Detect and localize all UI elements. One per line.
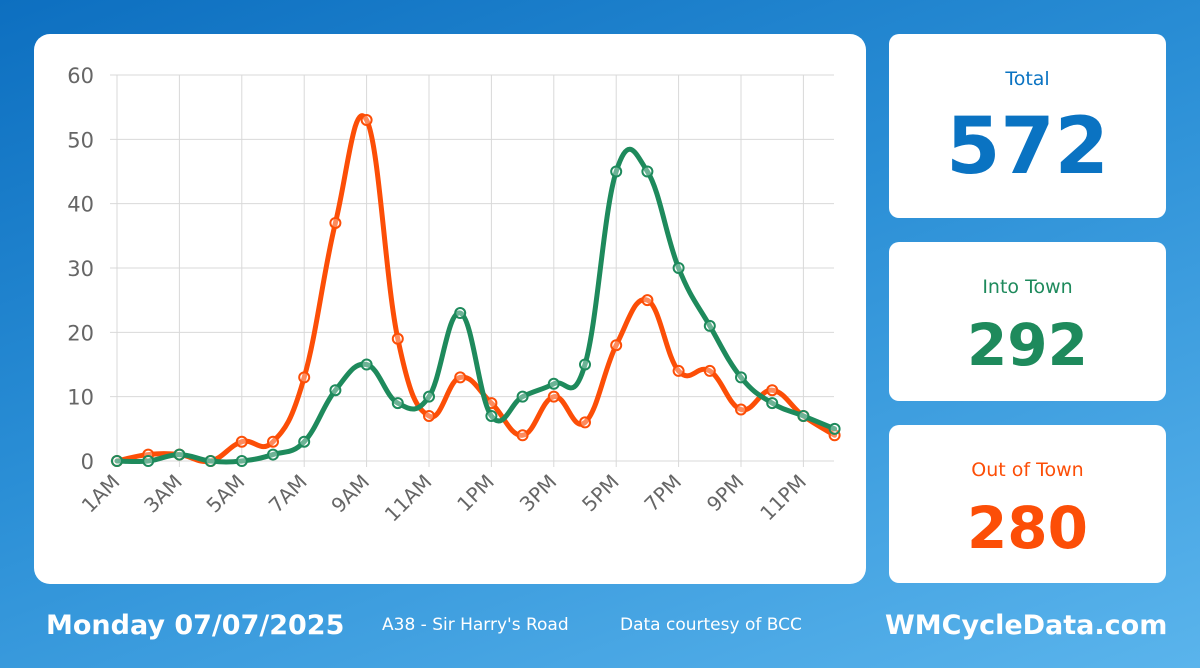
x-tick-label: 3PM bbox=[515, 470, 562, 517]
data-point-out bbox=[423, 409, 435, 422]
data-point-out bbox=[703, 364, 716, 377]
into-town-label: Into Town bbox=[982, 276, 1073, 298]
data-point-out bbox=[454, 371, 467, 384]
x-tick-label: 3AM bbox=[139, 470, 187, 518]
x-tick-label: 5AM bbox=[201, 470, 249, 518]
data-point-into bbox=[547, 377, 560, 390]
data-point-out bbox=[360, 114, 373, 127]
y-tick-label: 60 bbox=[67, 64, 94, 88]
out-of-town-value: 280 bbox=[966, 494, 1089, 562]
y-tick-label: 0 bbox=[81, 450, 94, 474]
data-point-into bbox=[204, 455, 217, 467]
total-label: Total bbox=[1005, 68, 1050, 90]
data-point-into bbox=[360, 358, 373, 371]
data-point-out bbox=[672, 364, 685, 377]
data-point-into bbox=[672, 262, 685, 274]
y-tick-label: 20 bbox=[67, 321, 94, 345]
data-point-into bbox=[173, 448, 186, 461]
data-point-into bbox=[454, 307, 467, 320]
data-point-into bbox=[516, 390, 529, 403]
data-point-into bbox=[485, 409, 498, 422]
data-point-into bbox=[142, 455, 155, 467]
data-point-out bbox=[766, 384, 779, 397]
data-point-into bbox=[797, 409, 810, 422]
data-point-into bbox=[329, 384, 342, 397]
data-point-into bbox=[235, 455, 248, 467]
footer-date: Monday 07/07/2025 bbox=[46, 610, 345, 641]
series-line-into bbox=[114, 146, 838, 465]
data-point-out bbox=[391, 332, 404, 345]
x-tick-label: 1AM bbox=[77, 470, 125, 518]
data-point-out bbox=[298, 371, 311, 384]
out-of-town-label: Out of Town bbox=[971, 459, 1084, 481]
data-point-out bbox=[579, 416, 591, 429]
x-tick-label: 9PM bbox=[702, 470, 749, 517]
into-town-card: Into Town 292 bbox=[889, 242, 1166, 401]
data-point-into bbox=[111, 455, 123, 467]
data-point-out bbox=[516, 429, 529, 442]
data-point-into bbox=[828, 422, 841, 435]
data-point-into bbox=[579, 358, 591, 371]
cycle-count-line-chart: 0 10 20 30 40 50 60 1AM 3AM 5AM 7AM 9AM 11AM 1PM 3PM 5P… bbox=[67, 64, 841, 527]
data-point-out bbox=[235, 435, 248, 448]
x-tick-label: 5PM bbox=[577, 470, 624, 517]
data-point-into bbox=[298, 435, 311, 448]
data-point-out bbox=[735, 403, 747, 416]
footer-site-link[interactable]: WMCycleData.com bbox=[885, 610, 1168, 641]
data-point-into bbox=[641, 165, 654, 178]
total-value: 572 bbox=[946, 102, 1109, 192]
x-tick-label: 7AM bbox=[264, 470, 312, 518]
data-point-into bbox=[703, 319, 716, 332]
data-point-out bbox=[329, 216, 342, 229]
data-point-out bbox=[610, 339, 623, 352]
data-point-into bbox=[610, 165, 623, 178]
y-tick-label: 40 bbox=[67, 193, 94, 217]
y-tick-label: 30 bbox=[67, 257, 94, 281]
data-point-into bbox=[766, 397, 779, 410]
data-point-out bbox=[641, 294, 654, 307]
footer-credit: Data courtesy of BCC bbox=[620, 615, 802, 635]
y-tick-label: 10 bbox=[67, 386, 94, 410]
x-tick-label: 9AM bbox=[326, 470, 374, 518]
out-of-town-card: Out of Town 280 bbox=[889, 425, 1166, 583]
data-point-into bbox=[267, 448, 279, 461]
chart-card: 0 10 20 30 40 50 60 1AM 3AM 5AM 7AM 9AM 11AM 1PM 3PM 5P… bbox=[34, 34, 866, 584]
data-point-into bbox=[423, 390, 435, 403]
x-tick-label: 7PM bbox=[639, 470, 686, 517]
data-point-into bbox=[391, 397, 404, 410]
y-tick-label: 50 bbox=[67, 128, 94, 152]
data-point-into bbox=[735, 371, 747, 384]
x-tick-label: 11AM bbox=[380, 470, 437, 527]
x-tick-label: 11PM bbox=[755, 470, 811, 526]
into-town-value: 292 bbox=[966, 311, 1089, 379]
series-line-out bbox=[114, 113, 838, 465]
data-point-out bbox=[547, 390, 560, 403]
x-tick-label: 1PM bbox=[452, 470, 499, 517]
data-point-out bbox=[267, 435, 279, 448]
footer-location: A38 - Sir Harry's Road bbox=[382, 615, 569, 635]
total-card: Total 572 bbox=[889, 34, 1166, 218]
